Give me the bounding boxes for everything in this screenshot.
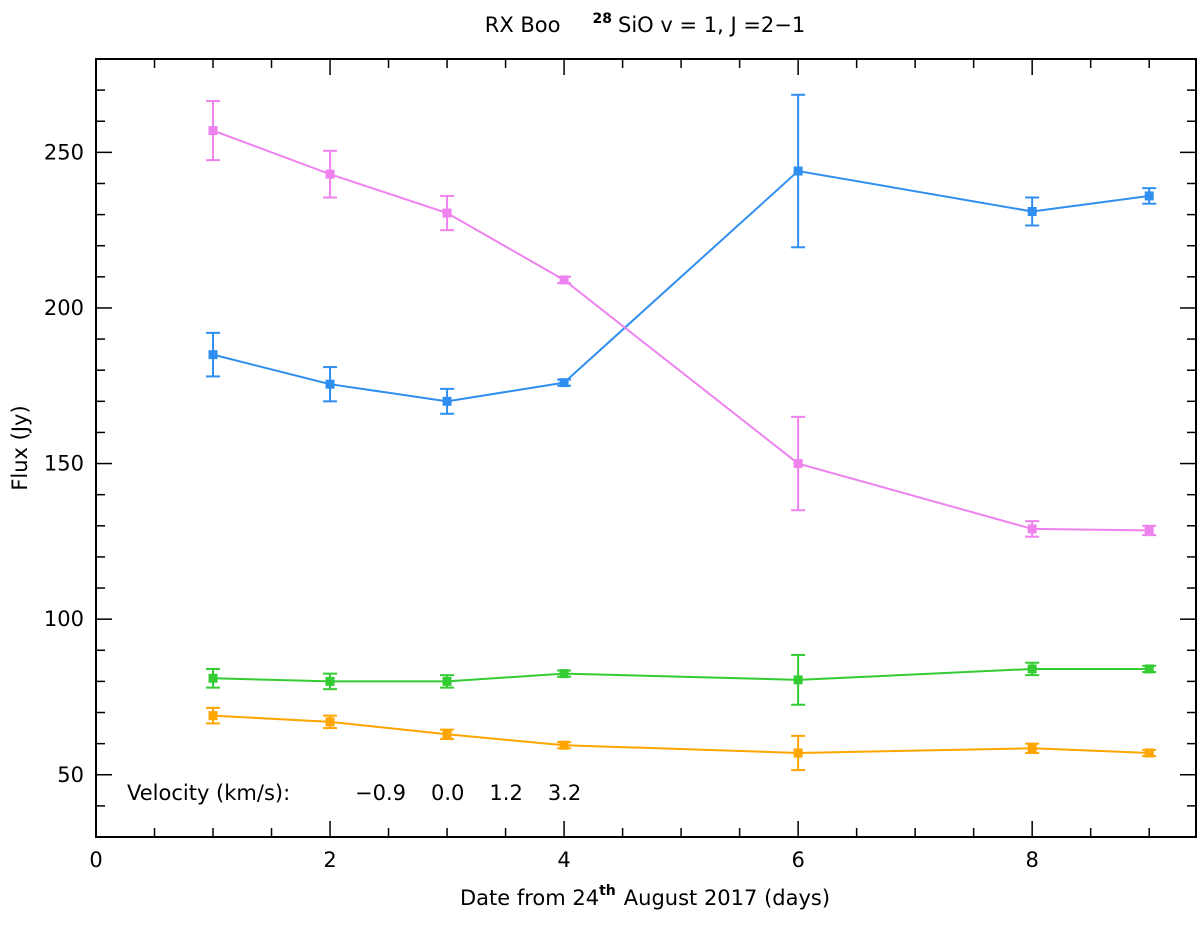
legend-entry: 3.2 [548, 781, 581, 805]
data-point [1027, 524, 1037, 534]
legend-entry: 1.2 [489, 781, 522, 805]
data-point [1144, 748, 1154, 758]
data-point [442, 208, 452, 218]
data-series [206, 93, 1157, 772]
series-group [206, 93, 1157, 415]
data-point [442, 676, 452, 686]
x-tick-label: 4 [557, 848, 570, 872]
series-line [212, 169, 1150, 403]
y-tick-label: 50 [57, 763, 84, 787]
axis-ticks [95, 58, 1196, 838]
data-point [1027, 206, 1037, 216]
data-point [1144, 191, 1154, 201]
chart-title-suffix: SiO v = 1, J =2−1 [618, 13, 805, 37]
x-tick-label: 0 [89, 848, 102, 872]
data-point [325, 379, 335, 389]
plot-frame [95, 58, 1197, 838]
data-point [559, 740, 569, 750]
x-tick-label: 6 [791, 848, 804, 872]
data-point [1144, 664, 1154, 674]
data-point [559, 275, 569, 285]
data-point [442, 396, 452, 406]
data-point [793, 166, 803, 176]
data-point [793, 748, 803, 758]
data-point [325, 169, 335, 179]
legend: Velocity (km/s): −0.9 0.0 1.2 3.2 [127, 781, 581, 805]
x-axis-title: Date from 24th August 2017 (days) [460, 883, 830, 910]
axis-tick-labels: 0 2 4 6 8 50 100 150 200 250 [44, 140, 1039, 872]
y-tick-label: 250 [44, 140, 84, 164]
x-tick-label: 2 [323, 848, 336, 872]
series-line [212, 129, 1150, 532]
y-tick-label: 200 [44, 296, 84, 320]
legend-entry: 0.0 [431, 781, 464, 805]
series-group [206, 706, 1157, 772]
data-point [559, 669, 569, 679]
series-group [206, 653, 1157, 706]
series-line [212, 667, 1150, 683]
data-point [325, 676, 335, 686]
data-point [1144, 525, 1154, 535]
y-axis-title: Flux (Jy) [8, 405, 32, 490]
data-point [559, 378, 569, 388]
x-axis-title-prefix: Date from 24 [460, 886, 599, 910]
chart-title: RX Boo 28 SiO v = 1, J =2−1 [485, 11, 806, 37]
data-point [793, 459, 803, 469]
data-point [208, 673, 218, 683]
x-axis-title-superscript: th [599, 883, 616, 899]
series-line [212, 714, 1150, 754]
data-point [325, 717, 335, 727]
x-tick-label: 8 [1025, 848, 1038, 872]
series-group [206, 100, 1157, 538]
x-axis-title-suffix: August 2017 (days) [624, 886, 830, 910]
y-tick-label: 100 [44, 607, 84, 631]
chart-title-prefix: RX Boo [485, 13, 561, 37]
chart-title-isotope: 28 [593, 11, 612, 27]
data-point [208, 711, 218, 721]
y-tick-label: 150 [44, 452, 84, 476]
data-point [1027, 664, 1037, 674]
data-point [793, 675, 803, 685]
legend-label: Velocity (km/s): [127, 781, 290, 805]
legend-entry: −0.9 [355, 781, 406, 805]
data-point [1027, 743, 1037, 753]
data-point [208, 350, 218, 360]
data-point [208, 126, 218, 136]
data-point [442, 729, 452, 739]
